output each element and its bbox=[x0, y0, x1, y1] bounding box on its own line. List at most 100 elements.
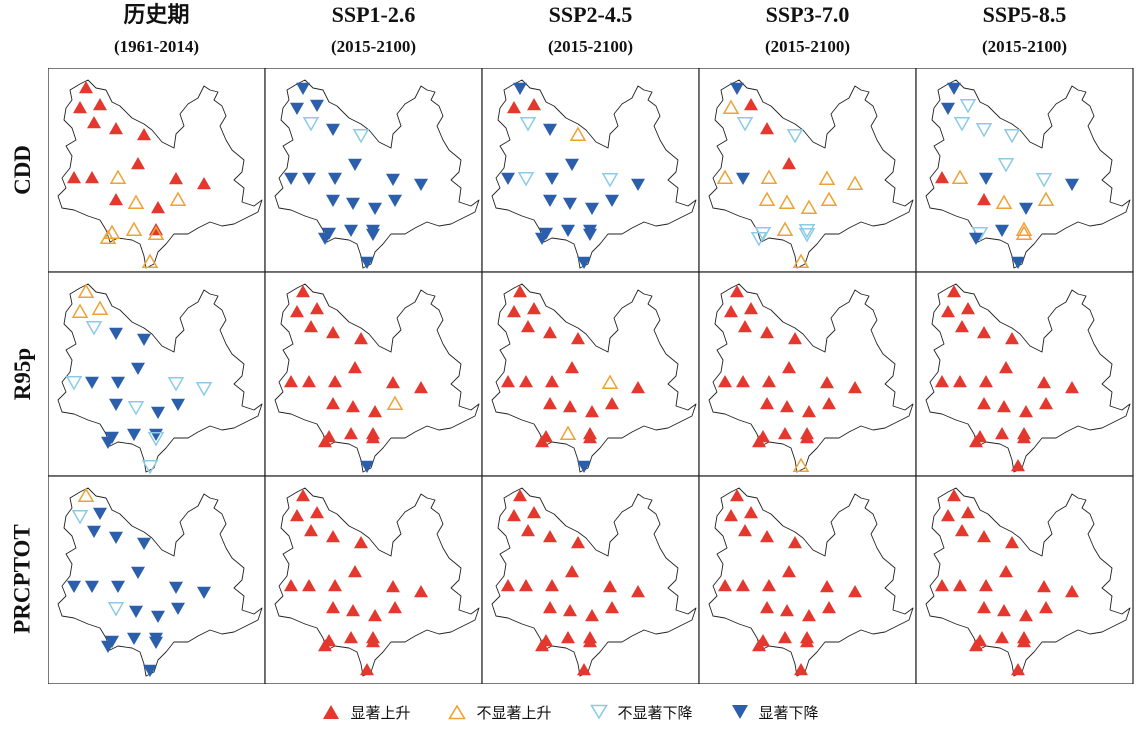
station-marker-sig-up bbox=[744, 302, 758, 315]
station-marker-sig-up bbox=[310, 302, 324, 315]
station-marker-sig-up bbox=[941, 509, 955, 522]
station-marker-ns-up bbox=[77, 283, 95, 298]
hollow-up-triangle-icon bbox=[448, 704, 467, 720]
row-label-cdd: CDD bbox=[0, 68, 46, 272]
station-marker-sig-up bbox=[752, 639, 766, 652]
station-marker-sig-down bbox=[326, 194, 340, 207]
station-marker-ns-down bbox=[975, 123, 993, 138]
station-marker-sig-down bbox=[730, 82, 744, 95]
station-marker-sig-down bbox=[501, 172, 515, 185]
station-marker-sig-up bbox=[762, 375, 776, 388]
map-panel-r95p-3 bbox=[698, 271, 917, 477]
station-marker-ns-down bbox=[302, 117, 320, 132]
station-marker-sig-down bbox=[109, 398, 123, 411]
panel-frame bbox=[264, 271, 483, 477]
station-marker-sig-up bbox=[318, 639, 332, 652]
station-marker-sig-down bbox=[368, 202, 382, 215]
station-marker-sig-up bbox=[760, 122, 774, 135]
map-panel-prcptot-3 bbox=[698, 475, 917, 684]
station-marker-sig-up bbox=[935, 579, 949, 592]
row-label-text: PRCPTOT bbox=[10, 524, 36, 634]
station-marker-sig-up bbox=[955, 524, 969, 537]
station-marker-sig-up bbox=[941, 305, 955, 318]
station-marker-sig-up bbox=[1017, 635, 1031, 648]
station-marker-sig-up bbox=[605, 601, 619, 614]
station-marker-sig-up bbox=[782, 361, 796, 374]
station-marker-sig-down bbox=[326, 123, 340, 136]
station-marker-sig-up bbox=[296, 489, 310, 502]
column-title: SSP1-2.6 bbox=[331, 2, 416, 27]
station-marker-sig-up bbox=[302, 579, 316, 592]
station-marker-ns-up bbox=[776, 221, 794, 236]
station-marker-sig-up bbox=[519, 375, 533, 388]
station-marker-sig-down bbox=[137, 333, 151, 346]
station-marker-ns-down bbox=[65, 376, 83, 391]
station-marker-ns-down bbox=[798, 228, 816, 243]
station-marker-sig-up bbox=[977, 193, 991, 206]
panel-frame bbox=[264, 68, 483, 273]
station-marker-sig-down bbox=[328, 172, 342, 185]
station-marker-sig-up bbox=[1039, 397, 1053, 410]
station-marker-sig-up bbox=[507, 101, 521, 114]
station-marker-sig-up bbox=[561, 631, 575, 644]
panel-frame bbox=[48, 68, 266, 273]
station-marker-sig-down bbox=[513, 82, 527, 95]
station-marker-ns-up bbox=[792, 457, 810, 472]
station-marker-sig-down bbox=[302, 172, 316, 185]
legend: 显著上升 不显著上升 不显著下降 显著下降 bbox=[0, 698, 1141, 726]
station-marker-sig-up bbox=[527, 506, 541, 519]
station-marker-sig-up bbox=[935, 171, 949, 184]
station-marker-ns-down bbox=[147, 432, 165, 447]
station-marker-sig-down bbox=[360, 460, 374, 473]
column-period: (2015-2100) bbox=[548, 37, 633, 56]
station-marker-sig-up bbox=[346, 400, 360, 413]
station-marker-sig-up bbox=[802, 609, 816, 622]
station-marker-sig-down bbox=[127, 428, 141, 441]
province-boundary bbox=[274, 79, 480, 269]
station-marker-sig-up bbox=[788, 536, 802, 549]
station-marker-sig-up bbox=[109, 193, 123, 206]
column-period: (2015-2100) bbox=[331, 37, 416, 56]
station-marker-sig-down bbox=[941, 102, 955, 115]
station-marker-sig-up bbox=[151, 201, 165, 214]
station-marker-sig-up bbox=[999, 361, 1013, 374]
station-marker-sig-down bbox=[360, 256, 374, 269]
station-marker-ns-up bbox=[760, 169, 778, 184]
station-marker-sig-down bbox=[386, 173, 400, 186]
panel-frame bbox=[915, 475, 1134, 684]
station-marker-sig-up bbox=[527, 98, 541, 111]
station-marker-ns-up bbox=[71, 303, 89, 318]
station-marker-sig-down bbox=[947, 82, 961, 95]
station-marker-sig-up bbox=[953, 579, 967, 592]
station-marker-sig-up bbox=[848, 381, 862, 394]
station-marker-sig-up bbox=[565, 361, 579, 374]
station-marker-sig-down bbox=[87, 525, 101, 538]
station-marker-sig-up bbox=[752, 435, 766, 448]
station-marker-sig-down bbox=[85, 376, 99, 389]
station-marker-sig-up bbox=[780, 400, 794, 413]
station-marker-ns-up bbox=[386, 395, 404, 410]
station-marker-sig-down bbox=[346, 197, 360, 210]
station-marker-sig-up bbox=[284, 375, 298, 388]
station-marker-sig-up bbox=[718, 375, 732, 388]
station-marker-sig-up bbox=[997, 400, 1011, 413]
station-marker-sig-down bbox=[1011, 256, 1025, 269]
column-title: SSP2-4.5 bbox=[548, 2, 633, 27]
station-marker-sig-up bbox=[935, 375, 949, 388]
station-marker-sig-up bbox=[501, 579, 515, 592]
station-marker-sig-down bbox=[318, 232, 332, 245]
station-marker-sig-down bbox=[583, 228, 597, 241]
station-marker-ns-up bbox=[77, 487, 95, 502]
station-marker-ns-down bbox=[71, 510, 89, 525]
station-marker-sig-up bbox=[346, 604, 360, 617]
station-marker-sig-up bbox=[366, 431, 380, 444]
station-marker-sig-up bbox=[296, 285, 310, 298]
station-marker-sig-up bbox=[979, 375, 993, 388]
station-marker-sig-up bbox=[545, 579, 559, 592]
station-marker-ns-down bbox=[750, 232, 768, 247]
station-marker-sig-up bbox=[961, 506, 975, 519]
station-marker-ns-up bbox=[846, 175, 864, 190]
station-marker-ns-down bbox=[107, 602, 125, 617]
station-marker-sig-down bbox=[67, 580, 81, 593]
station-marker-ns-up bbox=[601, 374, 619, 389]
